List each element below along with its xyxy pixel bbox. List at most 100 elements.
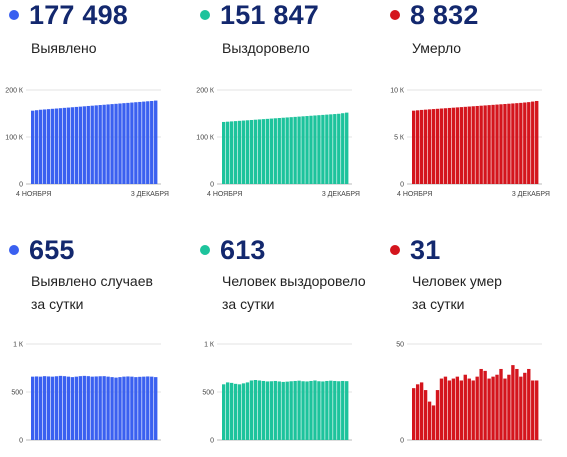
bar [329,380,333,440]
bar [523,372,527,440]
bar [439,108,444,184]
bar [126,102,130,184]
bar [447,380,452,440]
bar [511,365,515,440]
bar [503,104,507,184]
bar [321,381,325,440]
bar [515,368,519,440]
bar [325,114,329,184]
bar [463,106,467,184]
bar [419,382,424,440]
bar [265,118,270,184]
bar [229,121,234,184]
bar [154,100,158,184]
bar [42,376,47,440]
stat-row: 613 [191,235,266,265]
stat-label: Выявлено [31,40,97,56]
bar [527,102,531,184]
bar [54,108,59,184]
bar [110,104,114,184]
bar [114,377,118,440]
bar [34,110,39,184]
bar [289,381,293,440]
bar [146,376,150,440]
bar [237,384,242,440]
bar [269,381,273,440]
bar [321,114,325,184]
bar [345,112,349,184]
y-tick-label: 100 К [5,135,24,142]
x-tick-label-start: 4 НОЯБРЯ [207,191,242,198]
bar [50,376,55,440]
stat-value: 613 [220,234,266,265]
bar [285,117,289,184]
bar [451,107,456,184]
y-tick-label: 200 К [196,88,215,95]
bar [317,115,321,184]
bar-chart: 0 500 1 К [202,342,352,445]
bar [423,109,428,184]
bar [459,107,463,184]
bar [419,109,424,184]
bar [531,101,535,184]
bar [507,103,511,184]
bar [118,103,122,184]
y-tick-label: 10 К [390,88,405,95]
bar [46,109,51,184]
stat-panel: 655 Выявлено случаев за сутки 0 500 1 К [0,235,185,457]
bar [511,103,515,184]
bar [471,380,475,440]
bar [293,116,297,184]
bar [491,376,495,440]
y-tick-label: 1 К [204,342,215,349]
x-tick-label-end: 3 ДЕКАБРЯ [512,191,550,198]
bar [257,380,262,440]
bar [273,118,277,184]
bar [142,101,146,184]
bar [337,381,341,440]
bar [134,377,138,440]
bar [138,101,142,184]
bar [102,104,106,184]
bar [483,370,487,440]
bar [313,380,317,440]
bar [249,119,254,184]
bar [467,378,471,440]
bar [467,106,471,184]
bar [90,105,94,184]
stat-panel: 177 498 Выявлено 0 100 К 200 К 4 НОЯБРЯ 3 ДЕКА… [0,0,185,222]
stat-label: Человек умер [412,273,502,289]
bar [233,121,238,184]
bar [447,107,452,184]
bar [38,109,43,184]
bar [277,118,281,184]
bar [337,113,341,184]
bar [86,376,90,440]
y-tick-label: 0 [400,438,404,445]
bar [281,381,285,440]
bar [126,376,130,440]
bar [58,108,63,184]
bar [154,377,158,440]
bar [535,100,539,184]
bar [82,375,86,440]
bar [412,110,416,184]
bar [325,380,329,440]
y-tick-label: 0 [19,182,23,189]
y-tick-label: 0 [19,438,23,445]
bar [289,117,293,184]
bar [50,108,55,184]
stat-row: 8 832 [381,0,479,30]
bar [451,378,456,440]
y-tick-label: 200 К [5,88,24,95]
bar [313,115,317,184]
bar [78,376,82,440]
bar [491,104,495,184]
bar [46,376,51,440]
bar [507,374,511,440]
bar-chart: 0 50 [396,342,542,445]
stat-value: 8 832 [410,0,479,30]
bar [273,380,277,440]
x-tick-label-start: 4 НОЯБРЯ [397,191,432,198]
bar [479,368,483,440]
